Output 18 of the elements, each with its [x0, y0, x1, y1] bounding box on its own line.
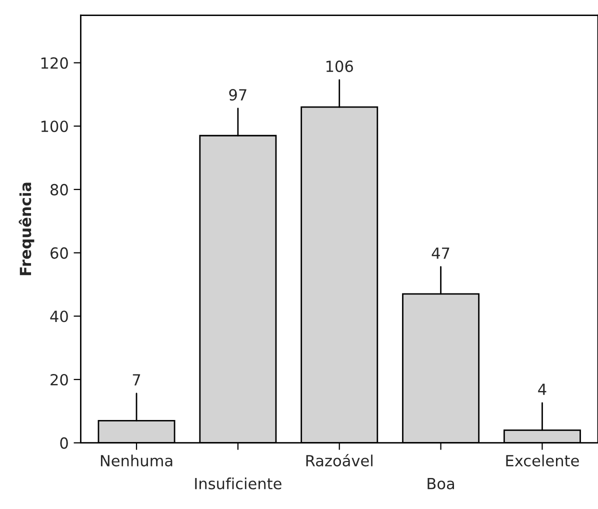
- data-label: 106: [326, 60, 353, 72]
- x-tick-label: Nenhuma: [100, 454, 172, 466]
- x-tick-label: Razoável: [306, 454, 372, 466]
- data-label: 47: [432, 248, 450, 259]
- data-label: 4: [538, 384, 546, 395]
- x-tick-label: Insuficiente: [195, 478, 282, 490]
- x-tick-label: Excelente: [506, 454, 579, 466]
- y-tick-label: 80: [50, 184, 68, 196]
- y-tick-label: 0: [60, 437, 68, 449]
- y-tick-label: 120: [41, 57, 68, 69]
- y-tick-label: 100: [41, 120, 68, 132]
- y-tick-label: 60: [50, 247, 68, 259]
- y-tick-label: 20: [50, 374, 68, 386]
- data-label: 7: [132, 374, 140, 386]
- y-axis-title: Frequência: [18, 182, 34, 276]
- x-tick-label: Boa: [428, 478, 454, 490]
- y-tick-label: 40: [50, 310, 68, 322]
- data-label: 97: [229, 89, 246, 101]
